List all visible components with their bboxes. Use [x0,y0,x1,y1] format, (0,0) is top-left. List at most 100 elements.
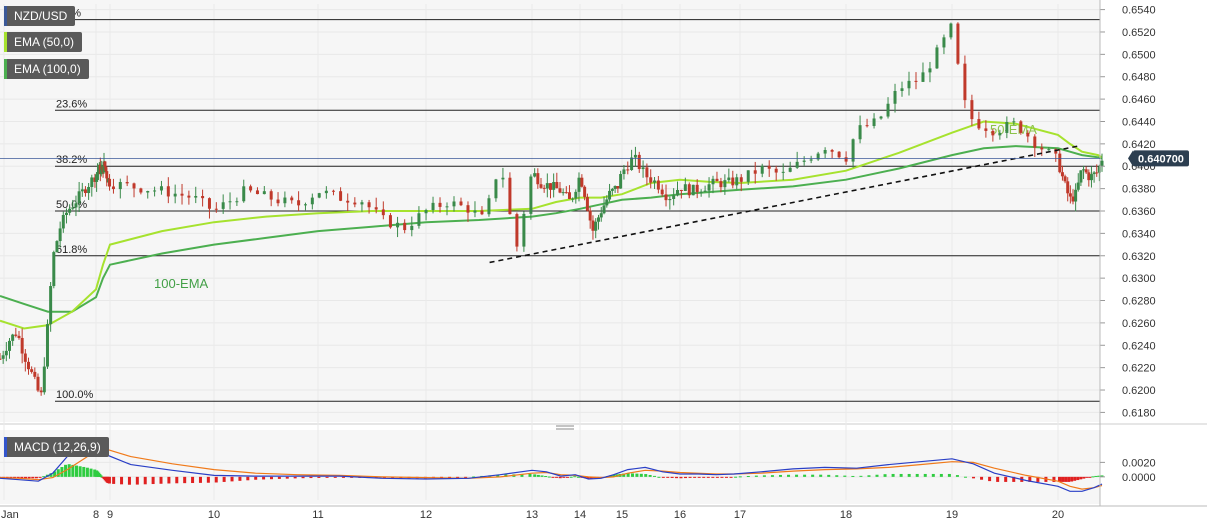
candle-down [508,177,512,215]
price-tick-label: 0.6540 [1122,5,1156,17]
candle-down [201,196,205,199]
macd-hist-down [1064,476,1068,482]
legend-macd[interactable]: MACD (12,26,9) [4,437,109,457]
legend-ema50[interactable]: EMA (50,0) [4,32,83,52]
legend-symbol[interactable]: NZD/USD [4,6,76,26]
candle-down [539,184,543,188]
current-price-tag [1133,150,1189,167]
time-tick-label: 9 [107,509,113,521]
candle-up [998,132,1002,136]
candle-up [630,157,634,171]
macd-hist-down [206,476,210,483]
macd-hist-down [1082,476,1086,479]
candle-down [339,191,343,201]
candle-down [984,128,988,131]
time-tick-label: 15 [616,509,628,521]
macd-hist-down [1052,476,1056,482]
candle-up [1100,160,1104,167]
macd-hist-down [558,476,562,479]
candle-up [96,171,100,175]
candle-down [753,170,757,174]
candle-down [290,197,294,201]
candle-up [816,153,820,160]
macd-hist-down [198,476,202,483]
candle-down [83,189,87,194]
macd-hist-down [1028,476,1032,482]
macd-hist-up [811,474,815,477]
candle-up [851,139,855,162]
candle-up [68,208,72,213]
candle-down [346,200,350,203]
macd-hist-up [520,474,524,477]
candle-down [105,171,109,179]
macd-hist-down [238,476,242,481]
macd-hist-down [661,476,665,478]
macd-hist-up [835,475,839,477]
candle-up [610,188,614,191]
candle-down [297,200,301,206]
time-tick-label: 8 [93,509,99,521]
candle-up [80,189,84,192]
price-tick-label: 0.6360 [1122,206,1156,218]
macd-hist-down [191,476,195,484]
candle-up [727,177,731,181]
candle-down [36,376,40,391]
time-tick-label: 19 [946,509,958,521]
price-tick-label: 0.6200 [1122,385,1156,397]
candle-up [668,198,672,201]
macd-hist-up [49,473,53,477]
candle-down [1068,193,1072,197]
candle-up [746,170,750,182]
price-tick-label: 0.6320 [1122,251,1156,263]
macd-hist-down [670,476,674,478]
candle-down [914,80,918,82]
candle-up [879,116,883,119]
macd-hist-up [99,475,103,477]
candle-down [180,193,184,196]
macd-hist-up [746,475,750,477]
macd-hist-up [1094,475,1098,477]
macd-hist-down [720,476,724,478]
macd-hist-up [754,475,758,477]
price-tick-label: 0.6380 [1122,184,1156,196]
candle-down [480,210,484,215]
macd-hist-down [222,476,226,482]
candle-down [536,173,540,185]
macd-hist-down [1004,476,1008,482]
candle-up [417,213,421,226]
macd-hist-down [285,476,289,479]
macd-hist-up [496,474,500,477]
macd-hist-down [317,476,321,478]
macd-hist-down [23,476,27,479]
candle-up [153,190,157,192]
legend-macd-label: MACD (12,26,9) [14,440,101,454]
candle-up [1076,182,1080,190]
candle-up [262,191,266,195]
macd-hist-down [988,476,992,482]
macd-hist-up [626,473,630,477]
macd-hist-up [787,474,791,477]
candle-up [577,177,581,192]
candle-up [858,125,862,140]
price-tick-label: 0.6420 [1122,139,1156,151]
candle-down [963,63,967,101]
legend-ema50-label: EMA (50,0) [14,35,75,49]
candle-down [564,192,568,194]
candle-up [735,177,739,186]
candle-up [317,193,321,198]
candle-up [235,201,239,203]
macd-hist-down [675,476,679,479]
candle-down [830,149,834,152]
macd-hist-down [16,476,20,479]
time-tick-label: Jan [1,509,19,521]
candle-down [20,337,24,354]
legend-ema100[interactable]: EMA (100,0) [4,59,89,79]
candle-down [970,100,974,120]
price-tick-label: 0.6480 [1122,72,1156,84]
macd-hist-down [107,476,111,484]
candle-down [837,151,841,158]
candle-up [907,80,911,89]
candle-up [96,169,100,172]
macd-hist-up [56,469,60,477]
macd-hist-up [907,473,911,477]
